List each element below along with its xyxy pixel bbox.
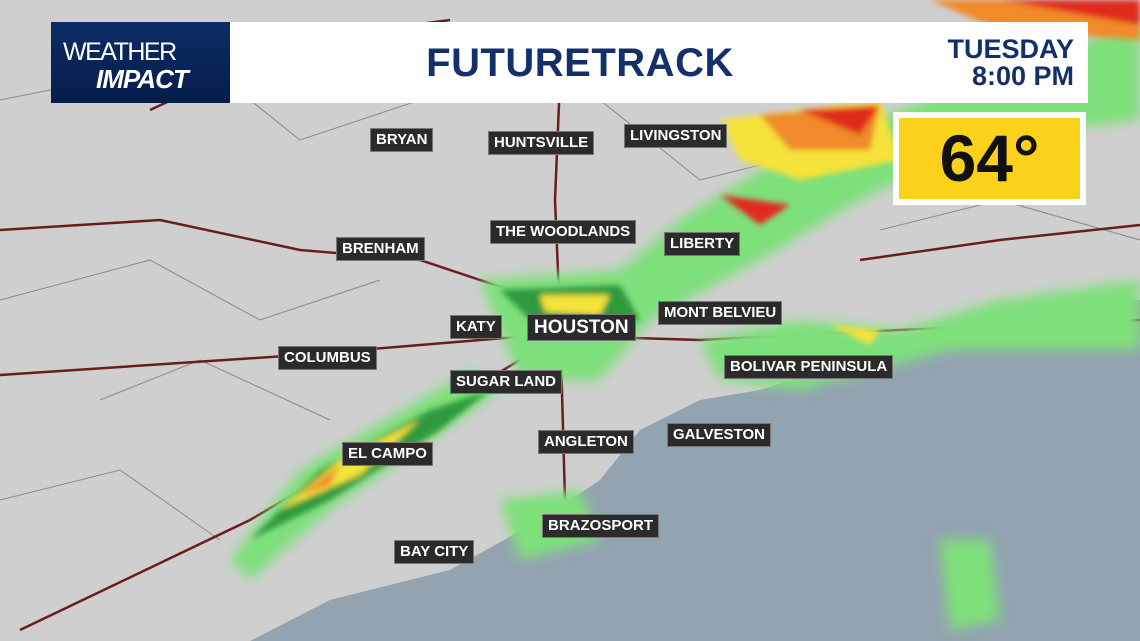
forecast-day: TUESDAY <box>947 34 1074 64</box>
city-label: BAY CITY <box>394 540 475 564</box>
city-label: LIBERTY <box>664 232 741 256</box>
city-label: COLUMBUS <box>278 346 377 370</box>
city-label: SUGAR LAND <box>450 370 562 394</box>
city-label: ANGLETON <box>538 430 634 454</box>
city-label: LIVINGSTON <box>624 124 728 148</box>
city-label: KATY <box>450 315 502 339</box>
logo-line2: IMPACT <box>96 64 189 94</box>
forecast-hour: 8:00 PM <box>971 61 1074 91</box>
gulf-water <box>250 300 1140 641</box>
city-label: BOLIVAR PENINSULA <box>724 355 894 379</box>
city-label: GALVESTON <box>667 423 771 447</box>
header-bar: FUTURETRACK TUESDAY 8:00 PM <box>230 22 1088 103</box>
city-label: EL CAMPO <box>342 442 433 466</box>
city-label: MONT BELVIEU <box>658 301 783 325</box>
city-label: BRYAN <box>370 128 434 152</box>
logo-line1: WEATHER <box>63 38 177 66</box>
city-label: THE WOODLANDS <box>490 220 637 244</box>
weather-impact-logo: WEATHER IMPACT <box>51 22 230 103</box>
temperature-value: 64° <box>899 118 1080 199</box>
page-title: FUTURETRACK <box>426 41 734 85</box>
temperature-box: 64° <box>893 112 1086 205</box>
city-label-houston: HOUSTON <box>527 314 636 341</box>
city-label: HUNTSVILLE <box>488 131 595 155</box>
city-label: BRAZOSPORT <box>542 514 659 538</box>
city-label: BRENHAM <box>336 237 425 261</box>
forecast-time: TUESDAY 8:00 PM <box>947 36 1074 90</box>
